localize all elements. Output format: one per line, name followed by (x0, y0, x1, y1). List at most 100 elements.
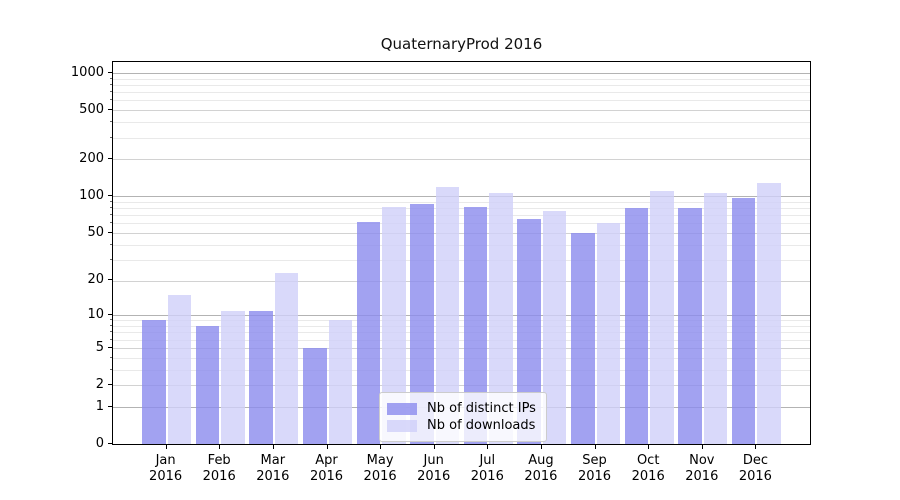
gridline-minor (113, 339, 810, 341)
gridline-minor (113, 332, 810, 334)
y-minor-tick-mark (110, 331, 112, 333)
legend-swatch-downloads (387, 419, 417, 432)
y-tick-label-50: 50 (87, 224, 104, 240)
bar-apr-distinct-ips (303, 347, 327, 444)
gridline-mid (113, 232, 810, 234)
gridline-minor (113, 259, 810, 261)
bar-nov-distinct-ips (678, 208, 702, 444)
gridline-major (113, 315, 810, 317)
y-tick-mark (108, 443, 112, 444)
y-minor-tick-mark (110, 136, 112, 138)
x-tick-label-jan: Jan 2016 (149, 453, 183, 484)
x-tick-label-nov: Nov 2016 (685, 453, 719, 484)
legend-label-downloads: Nb of downloads (427, 418, 536, 433)
gridline-minor (113, 84, 810, 86)
bar-oct-downloads (650, 191, 674, 444)
gridline-minor (113, 244, 810, 246)
x-tick-mark-jul (487, 445, 489, 449)
gridline-minor (113, 357, 810, 359)
y-minor-tick-mark (110, 91, 112, 93)
gridline-major (113, 73, 810, 74)
bar-sep-distinct-ips (571, 232, 595, 444)
x-tick-mark-jun (433, 445, 435, 449)
gridline-mid (113, 159, 810, 161)
gridline-minor (113, 326, 810, 327)
y-minor-tick-mark (110, 325, 112, 326)
x-tick-label-apr: Apr 2016 (309, 453, 344, 484)
gridline-major (113, 196, 810, 198)
bar-dec-downloads (757, 183, 781, 444)
bar-mar-distinct-ips (249, 310, 273, 444)
bar-aug-distinct-ips (517, 219, 541, 444)
gridline-mid (113, 110, 810, 112)
y-minor-tick-mark (110, 356, 112, 358)
gridline-minor (113, 369, 810, 371)
y-tick-mark (108, 346, 112, 348)
chart-title: QuaternaryProd 2016 (380, 35, 543, 53)
gridline-minor (113, 320, 810, 322)
bar-jun-distinct-ips (410, 203, 434, 444)
bar-oct-distinct-ips (624, 208, 649, 444)
x-tick-label-feb: Feb 2016 (202, 453, 236, 484)
y-tick-label-20: 20 (87, 272, 104, 288)
y-tick-label-10: 10 (87, 307, 104, 323)
y-tick-mark (108, 405, 112, 407)
y-minor-tick-mark (110, 200, 112, 202)
bar-jan-downloads (167, 295, 192, 444)
x-tick-label-jul: Jul 2016 (470, 453, 504, 484)
y-minor-tick-mark (110, 77, 112, 79)
plot-area: Nb of distinct IPs Nb of downloads (112, 61, 811, 445)
legend-label-distinct-ips: Nb of distinct IPs (427, 401, 536, 416)
gridline-minor (113, 92, 810, 94)
y-minor-tick-mark (110, 222, 112, 224)
x-tick-mark-aug (540, 445, 542, 449)
bar-sep-downloads (596, 223, 620, 444)
x-tick-label-sep: Sep 2016 (577, 453, 612, 484)
bar-jul-distinct-ips (463, 206, 488, 444)
y-tick-mark (108, 109, 112, 111)
bar-dec-distinct-ips (731, 198, 756, 444)
gridline-minor (113, 100, 810, 102)
y-minor-tick-mark (110, 243, 112, 245)
y-minor-tick-mark (110, 258, 112, 260)
gridline-minor (113, 78, 810, 80)
x-tick-mark-mar (272, 445, 274, 449)
bar-may-downloads (382, 206, 406, 444)
y-minor-tick-mark (110, 99, 112, 101)
y-minor-tick-mark (110, 207, 112, 208)
bar-jan-distinct-ips (142, 320, 166, 444)
y-tick-label-500: 500 (79, 102, 104, 118)
x-tick-mark-apr (326, 445, 328, 449)
y-tick-label-1000: 1000 (70, 64, 104, 80)
x-tick-mark-dec (755, 445, 757, 449)
gridline-mid (113, 347, 810, 349)
y-minor-tick-mark (110, 319, 112, 321)
x-tick-label-aug: Aug 2016 (524, 453, 558, 484)
bar-aug-downloads (542, 210, 567, 444)
gridline-mid (113, 280, 810, 282)
x-tick-label-mar: Mar 2016 (256, 453, 290, 484)
x-tick-mark-nov (701, 445, 703, 449)
y-tick-mark (108, 384, 112, 385)
y-tick-label-5: 5 (95, 339, 104, 355)
legend-swatch-distinct-ips (387, 402, 417, 415)
y-tick-mark (108, 231, 112, 233)
x-tick-mark-oct (648, 445, 650, 449)
x-tick-mark-feb (219, 445, 221, 449)
bar-mar-downloads (274, 273, 299, 444)
legend: Nb of distinct IPs Nb of downloads (379, 392, 547, 442)
bar-jul-downloads (489, 192, 513, 444)
y-minor-tick-mark (110, 214, 112, 216)
y-minor-tick-mark (110, 338, 112, 340)
legend-item-distinct-ips: Nb of distinct IPs (387, 401, 536, 416)
gridline-mid (113, 385, 810, 386)
bar-apr-downloads (328, 320, 352, 444)
y-tick-mark (108, 195, 112, 197)
y-tick-mark (108, 158, 112, 160)
bar-jun-downloads (435, 187, 460, 444)
bar-feb-downloads (221, 310, 245, 444)
y-minor-tick-mark (110, 121, 112, 123)
y-tick-label-0: 0 (95, 436, 104, 451)
x-tick-label-dec: Dec 2016 (738, 453, 772, 484)
